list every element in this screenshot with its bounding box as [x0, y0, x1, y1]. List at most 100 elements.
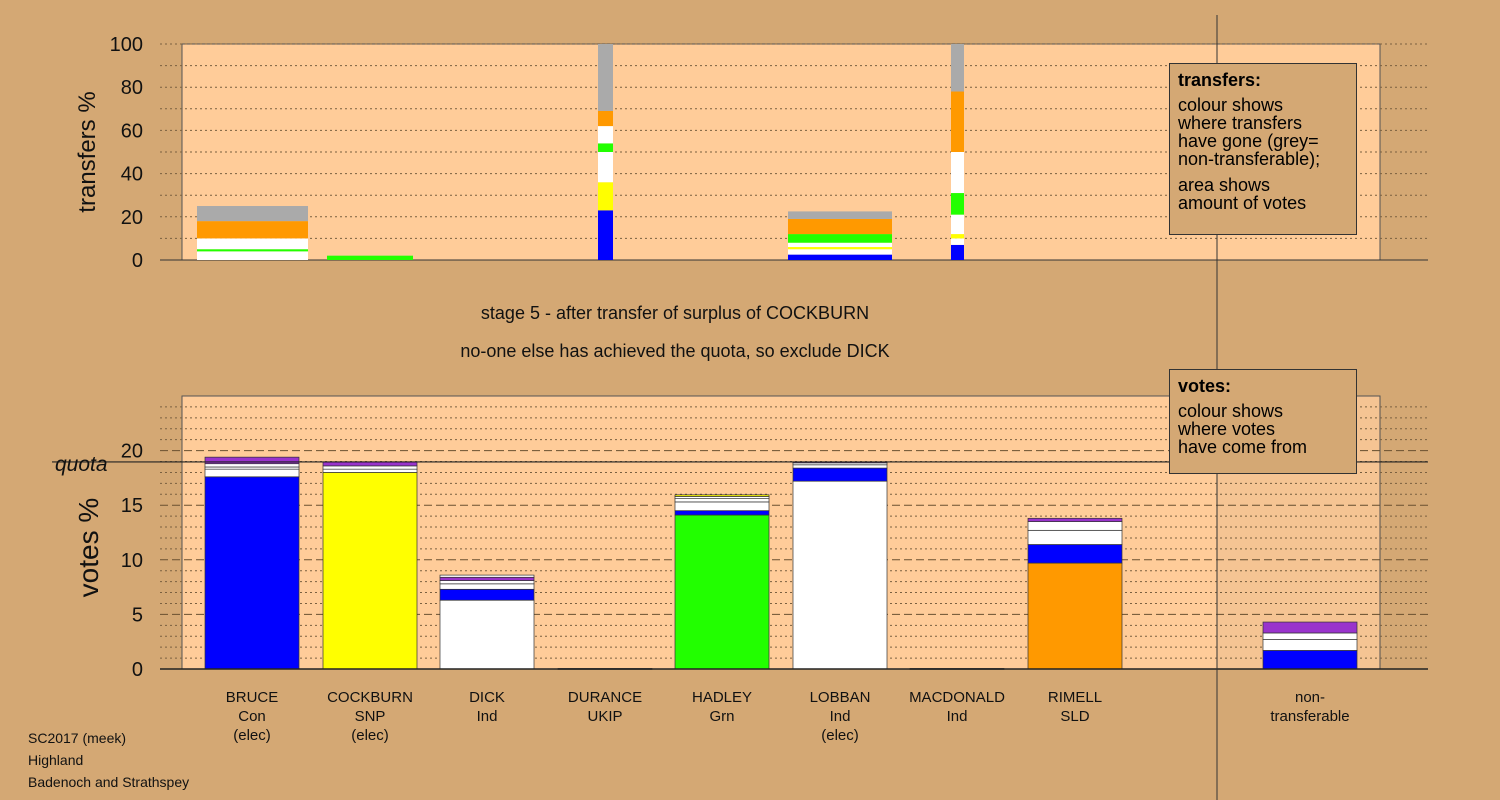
vote-segment	[439, 576, 535, 581]
transfer-segment	[788, 247, 892, 250]
transfer-segment	[598, 126, 613, 144]
vote-segment	[1027, 544, 1123, 564]
candidate-label-cockburn: COCKBURN SNP (elec)	[315, 688, 425, 745]
candidate-party: SLD	[1060, 708, 1090, 725]
nontransferable-label-line1: non-	[1294, 689, 1326, 706]
nontransferable-label-line2: transferable	[1270, 708, 1350, 725]
vote-segment	[1027, 517, 1123, 522]
vote-segment	[1027, 521, 1123, 531]
vote-segment	[439, 583, 535, 590]
candidate-label-bruce: BRUCE Con (elec)	[197, 688, 307, 745]
votes-legend-colour-text: colour shows where votes have come from	[1178, 401, 1308, 457]
candidate-name: DICK	[469, 689, 505, 706]
transfer-segment	[598, 110, 613, 127]
transfers-legend: transfers: colour shows where transfers …	[1169, 63, 1357, 235]
transfers-legend-colour-text: colour shows where transfers have gone (…	[1178, 95, 1321, 169]
vote-segment	[1262, 632, 1358, 640]
transfers-axis-title: transfers %	[74, 91, 101, 212]
vote-segment	[322, 465, 418, 470]
candidate-status: (elec)	[351, 727, 389, 744]
votes-tick-label: 10	[121, 550, 143, 572]
transfer-segment	[788, 211, 892, 219]
candidate-party: Con	[238, 708, 266, 725]
votes-tick-label: 5	[132, 604, 143, 626]
candidate-label-rimell: RIMELL SLD	[1020, 688, 1130, 726]
vote-segment	[204, 463, 300, 468]
transfers-legend-area-text: area shows amount of votes	[1178, 175, 1307, 213]
transfer-segment	[327, 255, 413, 260]
transfer-segment	[951, 152, 964, 194]
vote-segment	[322, 472, 418, 670]
transfer-segment	[598, 152, 613, 183]
transfer-segment	[951, 244, 964, 260]
vote-segment	[1027, 529, 1123, 545]
candidate-name: HADLEY	[691, 689, 753, 706]
transfer-segment	[197, 249, 308, 252]
candidate-label-hadley: HADLEY Grn	[667, 688, 777, 726]
nontransferable-label: non- transferable	[1255, 688, 1365, 726]
vote-segment	[439, 580, 535, 585]
footer-election: SC2017 (meek)	[28, 730, 127, 746]
transfer-segment	[788, 242, 892, 248]
votes-legend-title: votes:	[1178, 376, 1232, 396]
vote-segment	[439, 574, 535, 578]
votes-axis-title: votes %	[73, 498, 104, 598]
transfers-tick-label: 20	[121, 207, 143, 229]
votes-tick-label: 0	[132, 659, 143, 681]
transfer-segment	[951, 193, 964, 215]
candidate-name: COCKBURN	[327, 689, 413, 706]
candidate-name: BRUCE	[225, 689, 279, 706]
transfer-segment	[788, 218, 892, 235]
transfer-segment	[788, 254, 892, 260]
quota-label: quota	[55, 453, 108, 476]
transfer-segment	[197, 221, 308, 239]
footer: SC2017 (meek) Highland Badenoch and Stra…	[28, 727, 189, 793]
candidate-label-durance: DURANCE UKIP	[550, 688, 660, 726]
vote-segment	[204, 468, 300, 478]
vote-segment	[674, 514, 770, 670]
transfer-segment	[598, 44, 613, 111]
vote-segment	[674, 498, 770, 503]
footer-council: Highland	[28, 752, 84, 768]
vote-segment	[322, 468, 418, 473]
candidate-status: (elec)	[821, 727, 859, 744]
transfers-tick-label: 100	[110, 34, 143, 56]
transfer-segment	[951, 214, 964, 235]
candidate-party: Grn	[709, 708, 735, 725]
transfers-tick-label: 40	[121, 164, 143, 186]
candidate-name: MACDONALD	[909, 689, 1005, 706]
vote-segment	[1262, 639, 1358, 651]
transfers-tick-label: 60	[121, 120, 143, 142]
vote-segment	[1262, 621, 1358, 634]
candidate-status: (elec)	[233, 727, 271, 744]
vote-segment	[439, 588, 535, 601]
transfers-legend-title: transfers:	[1178, 70, 1262, 90]
candidate-name: RIMELL	[1047, 689, 1103, 706]
candidate-label-lobban: LOBBAN Ind (elec)	[785, 688, 895, 745]
transfer-segment	[598, 143, 613, 152]
transfer-segment	[951, 91, 964, 152]
vote-segment	[792, 467, 888, 482]
vote-segment	[674, 501, 770, 512]
candidate-party: Ind	[829, 708, 851, 725]
vote-segment	[674, 510, 770, 516]
candidate-label-dick: DICK Ind	[432, 688, 542, 726]
vote-segment	[792, 480, 888, 670]
candidate-party: SNP	[354, 708, 386, 725]
vote-segment	[204, 476, 300, 670]
vote-segment	[674, 494, 770, 497]
candidate-party: Ind	[476, 708, 498, 725]
transfer-segment	[197, 206, 308, 222]
vote-segment	[792, 464, 888, 469]
votes-legend: votes: colour shows where votes have com…	[1169, 369, 1357, 474]
votes-tick-label: 20	[121, 441, 143, 463]
vote-segment	[439, 599, 535, 670]
candidate-party: UKIP	[587, 708, 623, 725]
transfer-segment	[951, 234, 964, 239]
footer-ward: Badenoch and Strathspey	[28, 774, 190, 790]
transfer-segment	[197, 238, 308, 250]
votes-tick-label: 15	[121, 495, 143, 517]
candidate-party: Ind	[946, 708, 968, 725]
candidate-name: LOBBAN	[809, 689, 871, 706]
transfer-segment	[788, 234, 892, 243]
